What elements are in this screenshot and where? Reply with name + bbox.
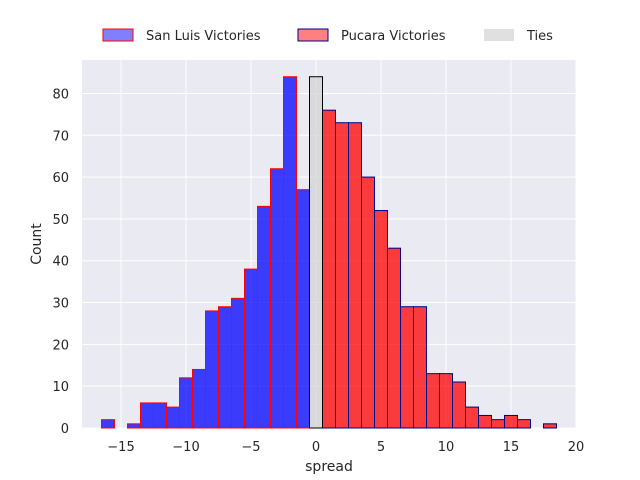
bar: [192, 368, 206, 429]
x-tick-label: 15: [503, 440, 520, 455]
bar: [231, 297, 245, 429]
bar: [400, 306, 414, 429]
x-tick-label: −10: [172, 440, 199, 455]
bar: [491, 419, 505, 429]
bar: [426, 373, 440, 429]
bar: [465, 406, 479, 429]
bar: [504, 414, 518, 429]
y-tick-label: 20: [52, 338, 69, 353]
y-tick-label: 0: [61, 422, 69, 437]
bar: [244, 268, 258, 429]
bar: [179, 377, 193, 429]
legend-label: Pucara Victories: [341, 29, 446, 44]
bar: [335, 122, 349, 429]
bar: [153, 402, 167, 429]
x-tick-label: −15: [107, 440, 134, 455]
bar: [452, 381, 466, 429]
bar: [257, 205, 271, 429]
legend-swatch: [102, 28, 134, 42]
bar: [478, 414, 492, 429]
bar: [322, 109, 336, 429]
legend-swatch: [297, 28, 329, 42]
bar: [309, 76, 323, 429]
y-tick-label: 40: [52, 255, 69, 270]
bar: [543, 423, 557, 429]
y-tick-label: 10: [52, 380, 69, 395]
x-tick-label: −5: [241, 440, 260, 455]
legend-label: Ties: [526, 29, 553, 44]
x-axis-label: spread: [305, 459, 353, 475]
bar: [101, 419, 115, 429]
x-tick-label: 10: [438, 440, 455, 455]
bar: [140, 402, 154, 429]
y-tick-labels: 0 10 20 30 40 50 60 70 80: [52, 87, 69, 437]
bar: [205, 310, 219, 429]
x-tick-labels: −15 −10 −5 0 5 10 15 20: [107, 440, 584, 455]
bar: [127, 423, 141, 429]
legend: San Luis Victories Pucara Victories Ties: [102, 28, 553, 44]
x-tick-label: 5: [377, 440, 385, 455]
bar: [413, 306, 427, 429]
y-tick-label: 50: [52, 213, 69, 228]
bars: [101, 76, 557, 429]
y-tick-label: 30: [52, 297, 69, 312]
legend-label: San Luis Victories: [146, 29, 261, 44]
x-tick-label: 20: [568, 440, 585, 455]
bar: [270, 168, 284, 429]
bar: [387, 247, 401, 429]
bar: [348, 122, 362, 429]
x-tick-label: 0: [312, 440, 320, 455]
bar: [296, 189, 310, 429]
bar: [374, 210, 388, 429]
bar: [166, 406, 180, 429]
y-tick-label: 80: [52, 87, 69, 102]
bar: [361, 176, 375, 429]
bar: [283, 76, 297, 429]
y-tick-label: 60: [52, 171, 69, 186]
y-axis-label: Count: [29, 223, 45, 265]
legend-swatch: [484, 29, 514, 41]
y-tick-label: 70: [52, 129, 69, 144]
bar: [439, 373, 453, 429]
bar: [218, 306, 232, 429]
bar: [517, 419, 531, 429]
